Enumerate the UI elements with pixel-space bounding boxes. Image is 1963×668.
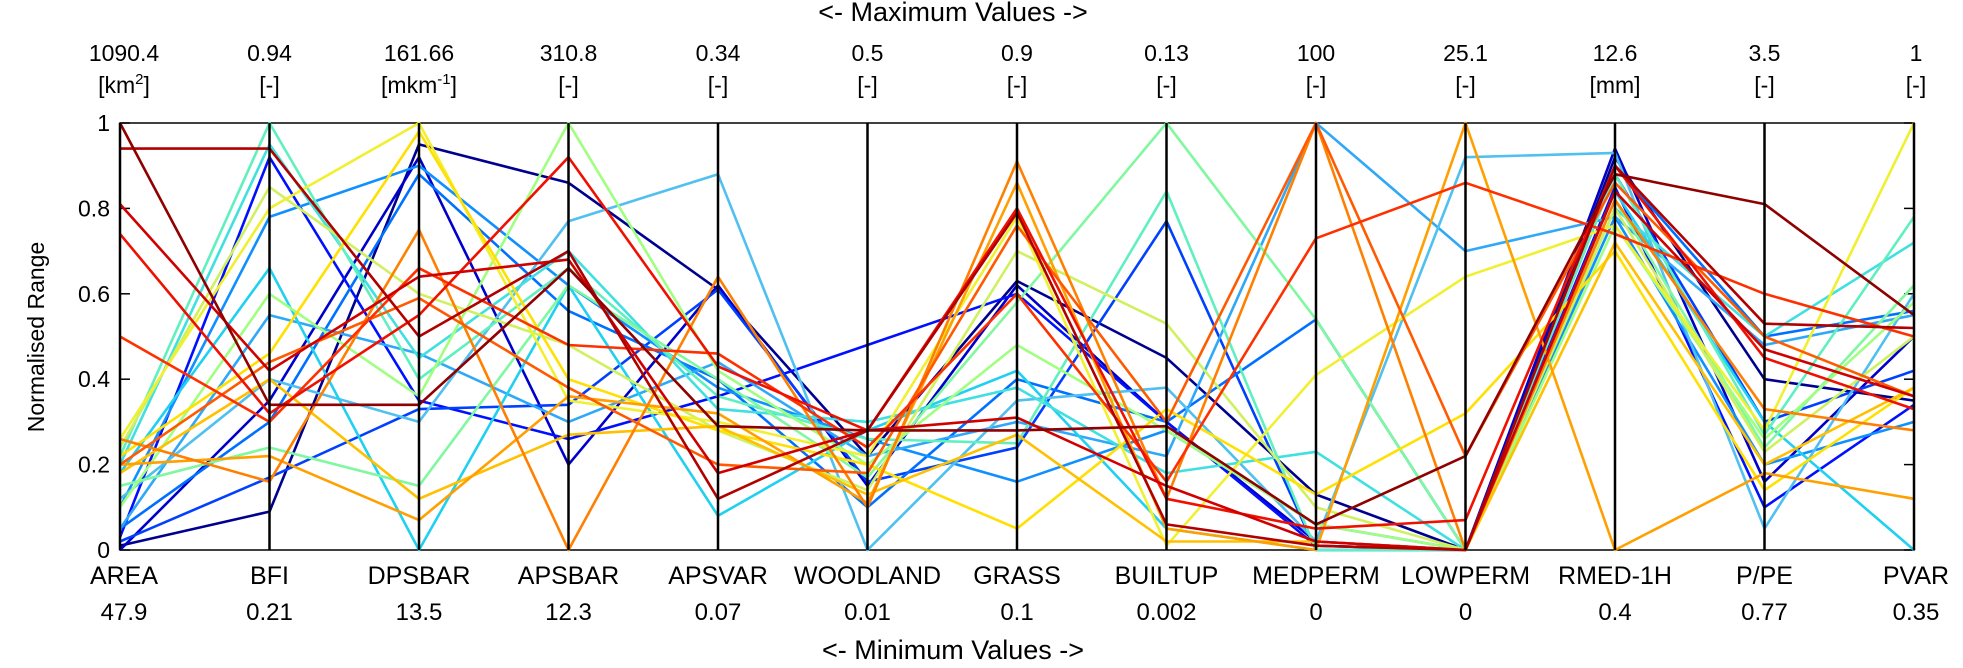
- axis-max-bfi: 0.94: [247, 40, 292, 66]
- maximum-values-caption: <- Maximum Values ->: [818, 0, 1088, 27]
- axis-min-dpsbar: 13.5: [396, 599, 443, 626]
- axis-unit-pvar: [-]: [1906, 72, 1926, 98]
- axis-min-apsbar: 12.3: [545, 599, 592, 626]
- axis-name-builtup: BUILTUP: [1115, 562, 1219, 590]
- axis-unit-lowperm: [-]: [1455, 72, 1475, 98]
- axis-min-grass: 0.1: [1000, 599, 1033, 626]
- axis-min-p-pe: 0.77: [1741, 599, 1788, 626]
- axis-name-p-pe: P/PE: [1736, 562, 1793, 590]
- axis-unit-medperm: [-]: [1306, 72, 1326, 98]
- axis-min-area: 47.9: [101, 599, 148, 626]
- axis-min-bfi: 0.21: [246, 599, 293, 626]
- axis-name-grass: GRASS: [973, 562, 1061, 590]
- axis-name-lowperm: LOWPERM: [1401, 562, 1530, 590]
- axis-unit-p-pe: [-]: [1754, 72, 1774, 98]
- axis-name-rmed-1h: RMED-1H: [1558, 562, 1672, 590]
- axis-min-apsvar: 0.07: [695, 599, 742, 626]
- axis-min-pvar: 0.35: [1893, 599, 1940, 626]
- axis-name-bfi: BFI: [250, 562, 289, 590]
- axis-unit-bfi: [-]: [259, 72, 279, 98]
- axis-max-p-pe: 3.5: [1749, 40, 1781, 66]
- axis-max-builtup: 0.13: [1144, 40, 1189, 66]
- axis-min-rmed-1h: 0.4: [1598, 599, 1631, 626]
- axis-max-woodland: 0.5: [852, 40, 884, 66]
- axis-unit-apsbar: [-]: [558, 72, 578, 98]
- axis-min-builtup: 0.002: [1136, 599, 1196, 626]
- axis-unit-dpsbar: [mkm-1]: [381, 71, 457, 98]
- axis-max-area: 1090.4: [89, 40, 160, 66]
- y-tick-label: 1: [97, 110, 110, 136]
- axis-name-apsbar: APSBAR: [518, 562, 619, 590]
- axis-unit-woodland: [-]: [857, 72, 877, 98]
- y-tick-label: 0.4: [78, 366, 110, 392]
- minimum-values-caption: <- Minimum Values ->: [822, 635, 1084, 663]
- y-tick-label: 0.8: [78, 195, 110, 221]
- axis-name-apsvar: APSVAR: [668, 562, 768, 590]
- axis-name-medperm: MEDPERM: [1252, 562, 1380, 590]
- axis-min-lowperm: 0: [1459, 599, 1472, 626]
- axis-unit-grass: [-]: [1007, 72, 1027, 98]
- axis-max-lowperm: 25.1: [1443, 40, 1488, 66]
- axis-max-medperm: 100: [1297, 40, 1335, 66]
- axis-name-area: AREA: [90, 562, 158, 590]
- y-tick-label: 0.2: [78, 452, 110, 478]
- y-tick-label: 0.6: [78, 281, 110, 307]
- axis-name-dpsbar: DPSBAR: [368, 562, 471, 590]
- axis-unit-apsvar: [-]: [708, 72, 728, 98]
- y-tick-label: 0: [97, 537, 110, 563]
- axis-max-apsbar: 310.8: [540, 40, 598, 66]
- axis-min-woodland: 0.01: [844, 599, 891, 626]
- axis-max-rmed-1h: 12.6: [1593, 40, 1638, 66]
- y-axis-label: Normalised Range: [23, 242, 49, 432]
- axis-unit-rmed-1h: [mm]: [1589, 72, 1640, 98]
- axis-unit-builtup: [-]: [1156, 72, 1176, 98]
- axis-unit-area: [km2]: [98, 71, 150, 98]
- axis-min-medperm: 0: [1309, 599, 1322, 626]
- axis-name-woodland: WOODLAND: [794, 562, 941, 590]
- axis-name-pvar: PVAR: [1883, 562, 1949, 590]
- axis-max-grass: 0.9: [1001, 40, 1033, 66]
- axis-max-dpsbar: 161.66: [384, 40, 454, 66]
- axis-max-apsvar: 0.34: [696, 40, 741, 66]
- axis-max-pvar: 1: [1910, 40, 1923, 66]
